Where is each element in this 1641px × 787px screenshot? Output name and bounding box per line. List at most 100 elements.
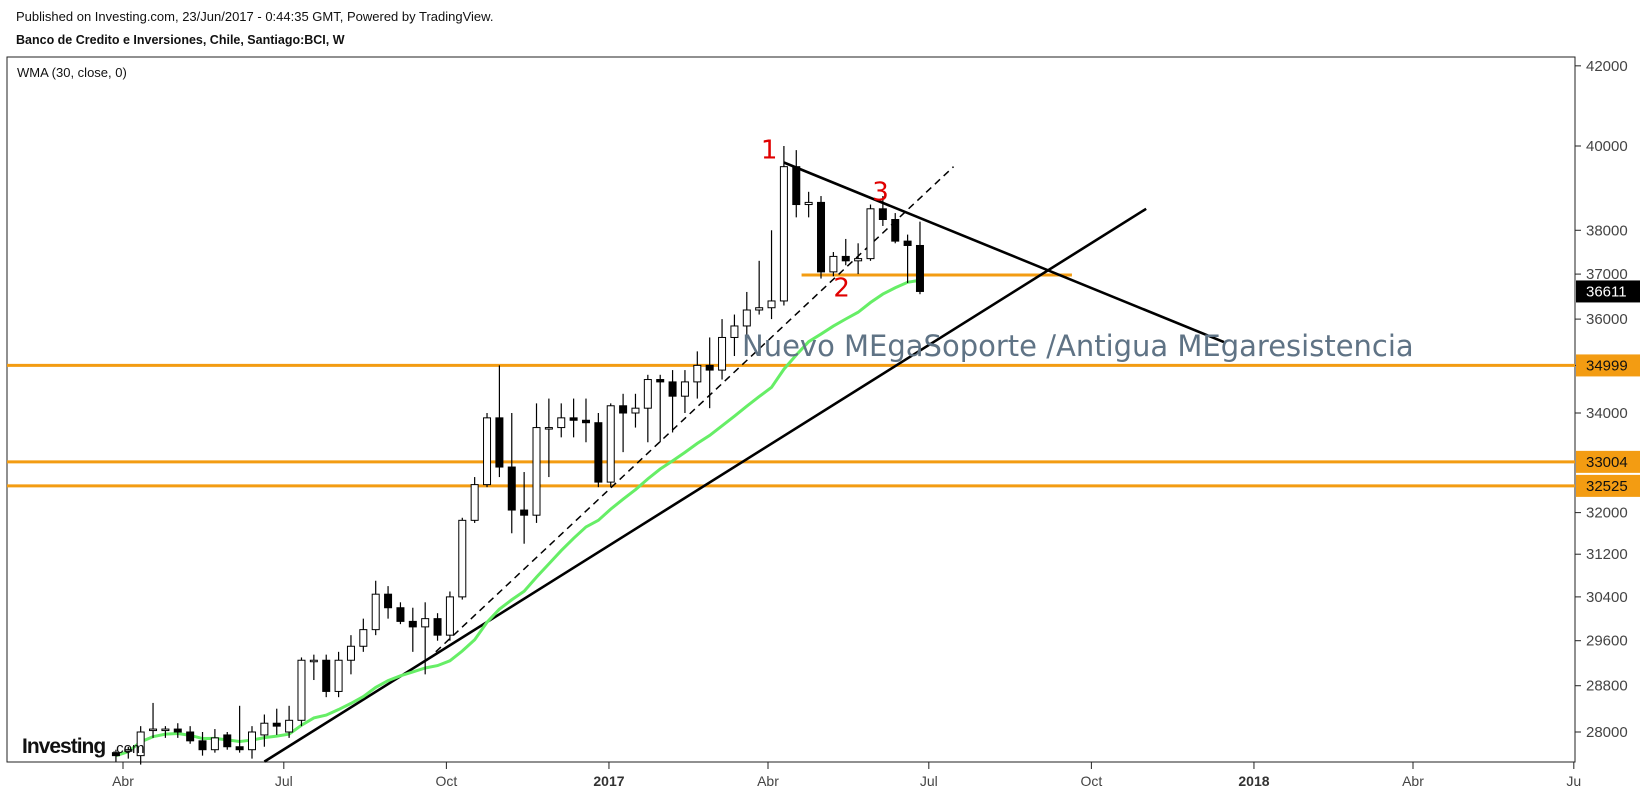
candle-3 [149, 702, 158, 738]
candle-52 [755, 260, 764, 315]
candle-body [730, 325, 739, 338]
candle-body [520, 509, 529, 516]
candle-body [149, 728, 158, 732]
candle-body [359, 629, 368, 647]
x-tick-label: Abr [112, 773, 134, 787]
candle-38 [581, 398, 590, 443]
last-price-box [1576, 280, 1640, 303]
candle-49 [718, 319, 727, 380]
indicator-label[interactable]: WMA (30, close, 0) [17, 65, 127, 80]
price-axis[interactable]: 2800028800296003040031200320003400035000… [1575, 58, 1640, 741]
candle-body [631, 407, 640, 414]
candle-body [124, 749, 133, 752]
candle-24 [408, 607, 417, 652]
candle-11 [248, 726, 256, 759]
candle-18 [334, 651, 343, 698]
y-tick-label: 40000 [1586, 138, 1628, 155]
y-tick-label: 42000 [1586, 58, 1628, 75]
candle-19 [346, 635, 355, 675]
candle-body [829, 255, 838, 273]
candle-27 [445, 591, 454, 641]
candle-48 [705, 337, 714, 409]
y-tick-label: 32000 [1586, 505, 1628, 522]
candle-body [495, 417, 504, 468]
candle-body [421, 618, 430, 628]
candle-body [371, 593, 380, 631]
candle-body [557, 417, 566, 429]
investing-logo: Investing .com [22, 735, 145, 758]
candle-body [656, 379, 665, 383]
time-axis[interactable]: Abr Jul Oct 2017 Abr Jul Oct 2018 Abr Ju [112, 762, 1581, 787]
annotation-text: Nuevo MEgaSoporte /Antigua MEgaresistenc… [742, 329, 1414, 363]
candle-body [248, 731, 256, 751]
candle-41 [619, 393, 628, 453]
candle-body [606, 405, 615, 483]
candle-body [878, 208, 887, 220]
y-tick-label: 28800 [1586, 678, 1628, 695]
wave-label-3: 3 [872, 177, 889, 207]
x-tick-label: 2017 [593, 773, 624, 787]
candle-body [470, 484, 479, 521]
candle-14 [285, 705, 294, 738]
candle-35 [544, 398, 553, 478]
candle-4 [161, 726, 170, 738]
candle-43 [643, 374, 652, 443]
candle-62 [878, 196, 887, 226]
candle-45 [668, 370, 677, 433]
candle-body [136, 731, 145, 757]
price-badge-box [1576, 354, 1640, 377]
candle-body [297, 659, 306, 721]
candle-61 [866, 204, 875, 261]
candle-body [891, 218, 900, 242]
candle-39 [594, 413, 603, 488]
last-price-label: 36611 [1586, 283, 1627, 300]
horizontal-levels[interactable] [7, 273, 1575, 488]
candle-body [173, 728, 182, 733]
candle-40 [606, 403, 615, 488]
y-tick-label: 29600 [1586, 633, 1628, 650]
candle-7 [198, 732, 207, 756]
candle-body [581, 419, 590, 424]
candle-body [705, 364, 714, 371]
candle-33 [520, 472, 529, 544]
candle-body [718, 336, 727, 371]
y-tick-label: 30400 [1586, 589, 1628, 606]
candle-59 [841, 238, 850, 266]
candle-51 [742, 291, 751, 347]
candle-57 [817, 196, 826, 279]
candle-50 [730, 314, 739, 357]
candle-46 [680, 370, 689, 414]
candle-47 [693, 351, 702, 399]
candle-body [445, 596, 454, 636]
candle-body [817, 201, 826, 273]
candle-body [272, 722, 281, 727]
candle-body [804, 201, 813, 206]
candle-22 [384, 586, 393, 619]
candle-37 [569, 398, 578, 438]
y-tick-label: 31200 [1586, 546, 1628, 563]
candle-56 [804, 191, 813, 218]
x-tick-label: Abr [1402, 773, 1424, 787]
candle-63 [891, 213, 900, 244]
candle-6 [186, 726, 195, 744]
candle-body [680, 381, 689, 397]
wave-label-1: 1 [761, 135, 778, 165]
candle-60 [854, 243, 863, 275]
y-tick-label: 36000 [1586, 311, 1628, 328]
published-caption: Published on Investing.com, 23/Jun/2017 … [16, 9, 494, 24]
candle-34 [532, 403, 541, 523]
plot-frame [6, 56, 1576, 763]
wave-label-2: 2 [833, 273, 850, 303]
trendline-2 [435, 166, 955, 653]
price-badge-label: 33004 [1586, 454, 1628, 471]
candle-29 [470, 477, 479, 523]
candle-12 [260, 714, 269, 747]
logo-brand: Investing [22, 735, 105, 758]
candle-body [384, 593, 393, 609]
candle-44 [656, 374, 665, 443]
candle-28 [458, 517, 467, 600]
candle-body [334, 659, 343, 692]
candle-body [186, 731, 195, 742]
candle-body [755, 307, 764, 311]
